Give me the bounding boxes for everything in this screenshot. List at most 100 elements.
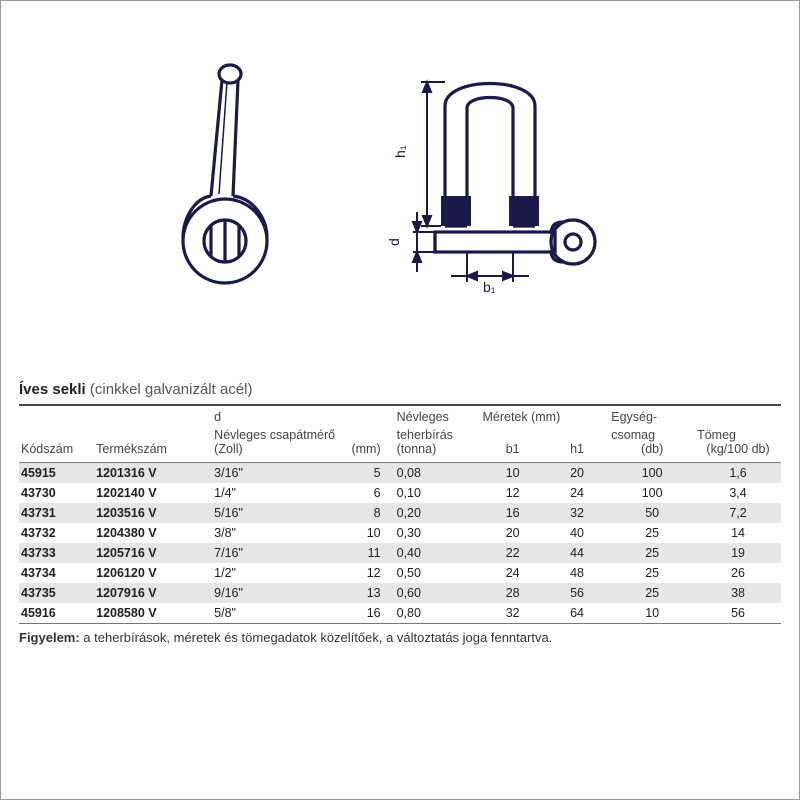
cell-db: 100	[609, 483, 695, 503]
cell-zoll: 3/16"	[212, 463, 341, 483]
page: h₁ d b₁ Íves sekli (cinkkel galvanizált …	[0, 0, 800, 800]
footnote-label: Figyelem:	[19, 630, 80, 645]
cell-zoll: 1/4"	[212, 483, 341, 503]
table-row: 437351207916 V9/16"130,6028562538	[19, 583, 781, 603]
hdr-teh-u: (tonna)	[395, 442, 481, 462]
cell-kod: 45915	[19, 463, 94, 483]
cell-term: 1205716 V	[94, 543, 212, 563]
hdr-h1: h1	[545, 442, 609, 462]
cell-h1: 20	[545, 463, 609, 483]
cell-term: 1206120 V	[94, 563, 212, 583]
cell-db: 25	[609, 543, 695, 563]
cell-h1: 32	[545, 503, 609, 523]
hdr-teh-line: teherbírás	[395, 424, 481, 442]
hdr-tomeg-top: Tömeg	[695, 424, 781, 442]
cell-tom: 1,6	[695, 463, 781, 483]
table-body: 459151201316 V3/16"50,0810201001,6437301…	[19, 462, 781, 623]
table-row: 437331205716 V7/16"110,4022442519	[19, 543, 781, 563]
cell-b1: 22	[480, 543, 544, 563]
cell-teh: 0,50	[395, 563, 481, 583]
cell-kod: 43730	[19, 483, 94, 503]
cell-b1: 28	[480, 583, 544, 603]
cell-h1: 24	[545, 483, 609, 503]
cell-db: 25	[609, 563, 695, 583]
dim-labels: h₁ d b₁	[386, 145, 496, 295]
cell-tom: 38	[695, 583, 781, 603]
cell-b1: 24	[480, 563, 544, 583]
dim-b1-label: b₁	[483, 279, 496, 295]
hdr-kod: Kódszám	[19, 442, 94, 462]
hdr-db: (db)	[609, 442, 695, 462]
cell-tom: 26	[695, 563, 781, 583]
cell-mm: 6	[341, 483, 395, 503]
cell-h1: 48	[545, 563, 609, 583]
table-row: 437341206120 V1/2"120,5024482526	[19, 563, 781, 583]
cell-mm: 13	[341, 583, 395, 603]
title-sub: (cinkkel galvanizált acél)	[90, 381, 253, 398]
hdr-meretek: Méretek (mm)	[480, 406, 609, 424]
cell-teh: 0,08	[395, 463, 481, 483]
cell-kod: 43735	[19, 583, 94, 603]
cell-zoll: 9/16"	[212, 583, 341, 603]
cell-zoll: 5/16"	[212, 503, 341, 523]
cell-h1: 56	[545, 583, 609, 603]
diagram-side-icon	[175, 56, 305, 286]
cell-teh: 0,80	[395, 603, 481, 623]
cell-b1: 32	[480, 603, 544, 623]
cell-mm: 16	[341, 603, 395, 623]
hdr-d-line: Névleges csapátmérő	[212, 424, 394, 442]
dim-d-label: d	[386, 238, 402, 246]
cell-term: 1208580 V	[94, 603, 212, 623]
cell-tom: 7,2	[695, 503, 781, 523]
cell-b1: 10	[480, 463, 544, 483]
cell-mm: 10	[341, 523, 395, 543]
cell-b1: 12	[480, 483, 544, 503]
cell-tom: 14	[695, 523, 781, 543]
cell-term: 1204380 V	[94, 523, 212, 543]
product-title: Íves sekli (cinkkel galvanizált acél)	[19, 381, 781, 398]
cell-db: 50	[609, 503, 695, 523]
cell-term: 1202140 V	[94, 483, 212, 503]
hdr-egyseg-line: csomag	[609, 424, 695, 442]
title-main: Íves sekli	[19, 381, 86, 398]
cell-db: 25	[609, 583, 695, 603]
cell-b1: 16	[480, 503, 544, 523]
cell-tom: 3,4	[695, 483, 781, 503]
cell-zoll: 7/16"	[212, 543, 341, 563]
cell-kod: 43733	[19, 543, 94, 563]
table-head: d Névleges Méretek (mm) Egység- Névleges…	[19, 406, 781, 462]
hdr-zoll: (Zoll)	[212, 442, 341, 462]
cell-teh: 0,30	[395, 523, 481, 543]
table-row: 437321204380 V3/8"100,3020402514	[19, 523, 781, 543]
table-row: 459161208580 V5/8"160,8032641056	[19, 603, 781, 623]
cell-db: 10	[609, 603, 695, 623]
cell-h1: 44	[545, 543, 609, 563]
diagram-front-icon: h₁ d b₁	[365, 46, 625, 296]
footnote: Figyelem: a teherbírások, méretek és töm…	[19, 630, 781, 645]
hdr-d-top: d	[212, 406, 394, 424]
cell-mm: 8	[341, 503, 395, 523]
hdr-tom-u: (kg/100 db)	[695, 442, 781, 462]
cell-db: 25	[609, 523, 695, 543]
cell-kod: 43734	[19, 563, 94, 583]
spec-table: d Névleges Méretek (mm) Egység- Névleges…	[19, 406, 781, 623]
cell-teh: 0,10	[395, 483, 481, 503]
cell-teh: 0,20	[395, 503, 481, 523]
cell-db: 100	[609, 463, 695, 483]
hdr-mm: (mm)	[341, 442, 395, 462]
hdr-term: Termékszám	[94, 442, 212, 462]
table-end-rule	[19, 623, 781, 624]
hdr-egyseg-top: Egység-	[609, 406, 695, 424]
cell-zoll: 3/8"	[212, 523, 341, 543]
cell-kod: 45916	[19, 603, 94, 623]
table-row: 459151201316 V3/16"50,0810201001,6	[19, 463, 781, 483]
cell-teh: 0,40	[395, 543, 481, 563]
cell-tom: 56	[695, 603, 781, 623]
cell-kod: 43731	[19, 503, 94, 523]
cell-mm: 5	[341, 463, 395, 483]
hdr-teh-top: Névleges	[395, 406, 481, 424]
cell-kod: 43732	[19, 523, 94, 543]
cell-term: 1207916 V	[94, 583, 212, 603]
cell-zoll: 1/2"	[212, 563, 341, 583]
diagram-area: h₁ d b₁	[19, 21, 781, 311]
